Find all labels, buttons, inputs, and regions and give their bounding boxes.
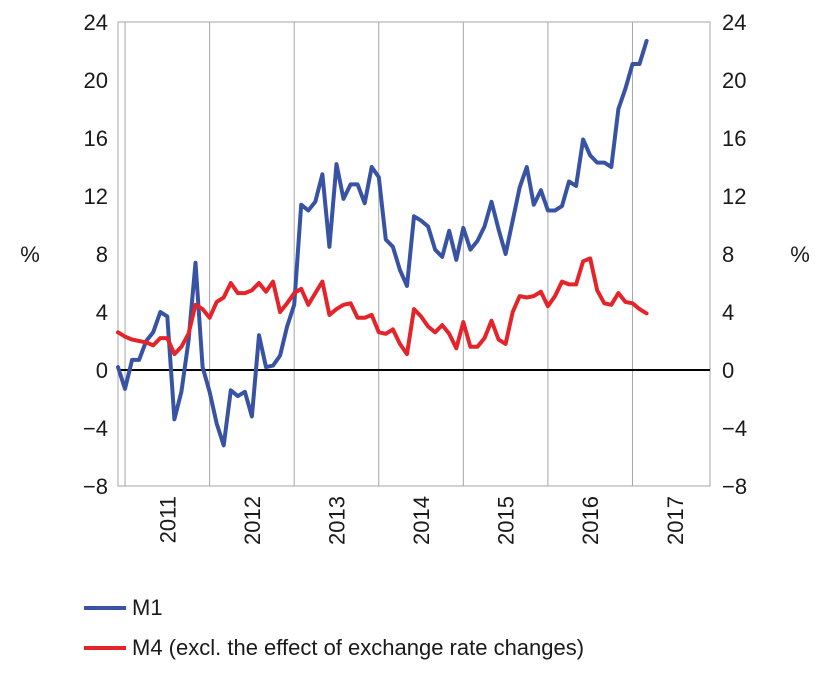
left-tick-label: 20 — [84, 68, 108, 93]
series-line-m4 — [116, 256, 649, 357]
legend-item-m4: M4 (excl. the effect of exchange rate ch… — [84, 628, 584, 668]
left-tick-label: −8 — [83, 474, 108, 499]
left-tick-label: 16 — [84, 126, 108, 151]
series-line-m1 — [116, 38, 649, 448]
right-tick-label: 16 — [722, 126, 746, 151]
legend-swatch-m1 — [84, 606, 126, 610]
plot-frame — [117, 21, 711, 487]
legend: M1 M4 (excl. the effect of exchange rate… — [84, 588, 584, 668]
legend-item-m1: M1 — [84, 588, 584, 628]
x-tick-label-2012: 2012 — [240, 496, 265, 545]
right-tick-label: −8 — [722, 474, 747, 499]
x-tick-label-2013: 2013 — [324, 496, 349, 545]
left-tick-label: 8 — [96, 242, 108, 267]
left-tick-label: 4 — [96, 300, 108, 325]
right-tick-label: −4 — [722, 416, 747, 441]
right-tick-label: 12 — [722, 184, 746, 209]
left-axis-unit: % — [20, 242, 40, 267]
right-tick-label: 0 — [722, 358, 734, 383]
left-y-axis: −8 −4 0 4 8 12 16 20 24 — [83, 10, 108, 499]
x-tick-label-2014: 2014 — [409, 496, 434, 545]
left-tick-label: 12 — [84, 184, 108, 209]
x-axis: 2011 2012 2013 2014 2015 2016 2017 — [155, 496, 687, 545]
x-tick-label-2015: 2015 — [494, 496, 519, 545]
left-tick-label: 24 — [84, 10, 108, 35]
x-tick-label-2016: 2016 — [578, 496, 603, 545]
left-tick-label: 0 — [96, 358, 108, 383]
right-tick-label: 8 — [722, 242, 734, 267]
right-y-axis: −8 −4 0 4 8 12 16 20 24 — [722, 10, 747, 499]
legend-label-m4: M4 (excl. the effect of exchange rate ch… — [132, 635, 585, 660]
series-lines — [116, 38, 649, 448]
chart: −8 −4 0 4 8 12 16 20 24 −8 −4 0 4 8 12 16 20 24 2011 2012… — [20, 10, 810, 545]
legend-label-m1: M1 — [132, 595, 163, 620]
right-tick-label: 4 — [722, 300, 734, 325]
x-tick-label-2017: 2017 — [663, 496, 688, 545]
right-axis-unit: % — [790, 242, 810, 267]
x-tick-label-2011: 2011 — [155, 496, 180, 543]
left-tick-label: −4 — [83, 416, 108, 441]
vertical-gridlines — [124, 22, 633, 486]
legend-swatch-m4 — [84, 646, 126, 650]
right-tick-label: 20 — [722, 68, 746, 93]
right-tick-label: 24 — [722, 10, 746, 35]
